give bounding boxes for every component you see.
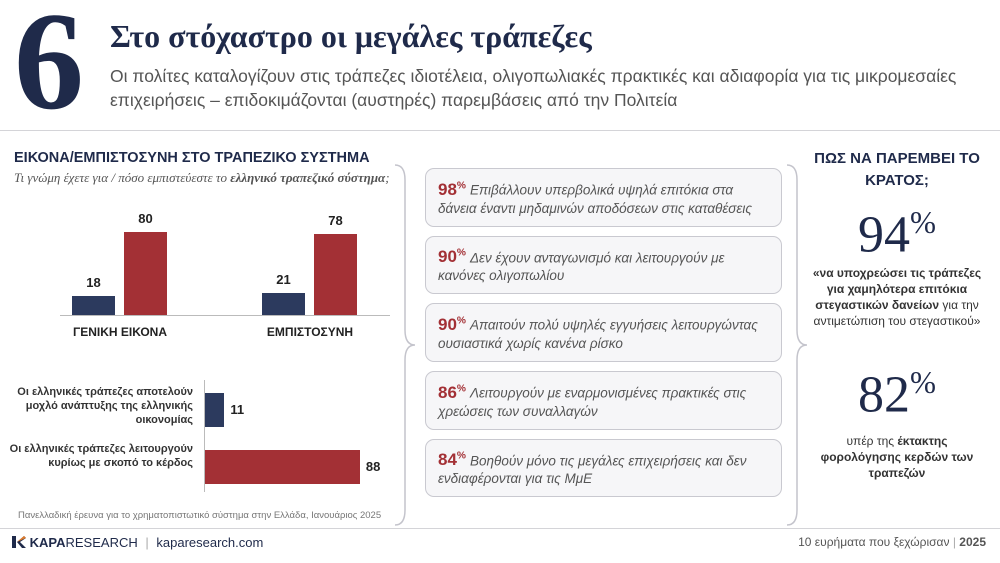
finding-value: 90% <box>438 315 466 334</box>
unit: % <box>456 315 466 327</box>
number: 90 <box>438 314 457 334</box>
axis-line <box>204 380 205 492</box>
bar <box>205 393 225 427</box>
policy-value: 94% <box>812 205 982 264</box>
category-label: Οι ελληνικές τράπεζες αποτελούν μοχλό αν… <box>17 386 193 426</box>
value-label: 21 <box>276 272 291 288</box>
finding-text: Επιβάλλουν υπερβολικά υψηλά επιτόκια στα… <box>438 182 752 216</box>
text-part: υπέρ της <box>846 434 898 448</box>
finding: 90% Δεν έχουν ανταγωνισμό και λειτουργούν… <box>425 235 782 295</box>
baseline <box>60 315 390 316</box>
bar <box>124 231 167 315</box>
subtitle: Οι πολίτες καταλογίζουν στις τράπεζες ιδ… <box>110 66 957 110</box>
brand-name: RESEARCH <box>65 535 138 550</box>
finding-text: Λειτουργούν με εναρμονισμένες πρακτικές … <box>438 385 747 419</box>
unit: % <box>456 382 466 394</box>
finding-text: Δεν έχουν ανταγωνισμό και λειτουργούν με… <box>438 250 725 284</box>
finding-value: 84% <box>438 450 466 469</box>
finding-value: 86% <box>438 383 466 402</box>
policy-value: 82% <box>812 365 982 424</box>
tagline-text: 10 ευρήματα που ξεχώρισαν <box>798 535 950 549</box>
number: 82 <box>858 366 910 424</box>
value-label: 80 <box>138 210 153 226</box>
number: 98 <box>438 179 457 199</box>
logo <box>12 536 26 548</box>
finding: 84% Βοηθούν μόνο τις μεγάλες επιχειρήσεις… <box>425 438 782 498</box>
unit: % <box>910 365 936 400</box>
findings: 98% Επιβάλλουν υπερβολικά υψηλά επιτόκια … <box>425 168 782 498</box>
number: 84 <box>438 450 457 470</box>
category-label: ΕΜΠΙΣΤΟΣΥΝΗ <box>266 325 354 339</box>
chart-subtitle: Τι γνώμη έχετε για / πόσο εμπιστεύεστε τ… <box>14 170 394 186</box>
brand-bold: KAPA <box>29 535 66 550</box>
unit: % <box>910 205 936 240</box>
footnote: Πανελλαδική έρευνα για το χρηματοπιστωτι… <box>18 510 382 521</box>
subtitle-part: Τι γνώμη έχετε για / πόσο εμπιστεύεστε τ… <box>14 170 231 185</box>
tagline: 10 ευρήματα που ξεχώρισαν | 2025 <box>798 535 986 549</box>
category-label: Οι ελληνικές τράπεζες λειτουργούν κυρίως… <box>9 443 193 469</box>
subtitle-part: ; <box>385 170 390 185</box>
number: 94 <box>858 206 910 264</box>
value-label: 78 <box>328 212 343 228</box>
value-label: 88 <box>365 459 381 474</box>
brand: KAPARESEARCH | kaparesearch.com <box>12 535 263 550</box>
category-label: ΓΕΝΙΚΗ ΕΙΚΟΝΑ <box>72 325 167 339</box>
unit: % <box>456 247 466 259</box>
value-label: 11 <box>230 402 245 417</box>
finding-text: Βοηθούν μόνο τις μεγάλες επιχειρήσεις κα… <box>438 453 747 487</box>
brace <box>786 164 808 526</box>
finding-value: 98% <box>438 180 466 199</box>
policy-text: «να υποχρεώσει τις τράπεζες για χαμηλότε… <box>812 265 982 329</box>
bar <box>72 296 115 315</box>
number: 90 <box>438 247 457 267</box>
title: Στο στόχαστρο οι μεγάλες τράπεζες <box>110 18 592 54</box>
chart-title: ΕΙΚΟΝΑ/ΕΜΠΙΣΤΟΣΥΝΗ ΣΤΟ ΤΡΑΠΕΖΙΚΟ ΣΥΣΤΗΜΑ <box>14 150 370 166</box>
text-part: έκτακτης φορολόγησης κερδών των τραπεζών <box>820 434 974 480</box>
finding-text: Απαιτούν πολύ υψηλές εγγυήσεις λειτουργώ… <box>438 317 758 351</box>
number: 86 <box>438 382 457 402</box>
bar-chart: 18 80 ΓΕΝΙΚΗ ΕΙΚΟΝΑ 21 78 ΕΜΠΙΣΤΟΣΥΝΗ <box>0 0 400 360</box>
subtitle-part: ελληνικό τραπεζικό σύστημα <box>230 170 386 185</box>
brace <box>394 164 416 526</box>
policy-title: ΠΩΣ ΝΑ ΠΑΡΕΜΒΕΙ ΤΟ ΚΡΑΤΟΣ; <box>814 150 980 189</box>
bar <box>262 293 305 315</box>
text-part: για την αντιμετώπιση του στεγαστικού» <box>813 298 981 328</box>
finding: 86% Λειτουργούν με εναρμονισμένες πρακτικ… <box>425 370 782 430</box>
hbar-chart: 11 Οι ελληνικές τράπεζες αποτελούν μοχλό … <box>0 0 400 500</box>
finding: 90% Απαιτούν πολύ υψηλές εγγυήσεις λειτου… <box>425 303 782 362</box>
value-label: 18 <box>86 275 101 291</box>
policy-text: υπέρ της έκτακτης φορολόγησης κερδών των… <box>812 433 982 481</box>
year: 2025 <box>959 535 986 549</box>
divider <box>0 528 1000 529</box>
divider <box>0 130 1000 131</box>
site[interactable]: kaparesearch.com <box>156 535 264 550</box>
unit: % <box>456 450 466 462</box>
finding: 98% Επιβάλλουν υπερβολικά υψηλά επιτόκια … <box>425 168 782 227</box>
bar <box>205 450 360 484</box>
finding-value: 90% <box>438 247 466 266</box>
bar <box>314 233 357 315</box>
section-number: 6 <box>14 0 84 139</box>
unit: % <box>456 180 466 191</box>
text-part: «να υποχρεώσει τις τράπεζες για χαμηλότε… <box>812 266 982 312</box>
